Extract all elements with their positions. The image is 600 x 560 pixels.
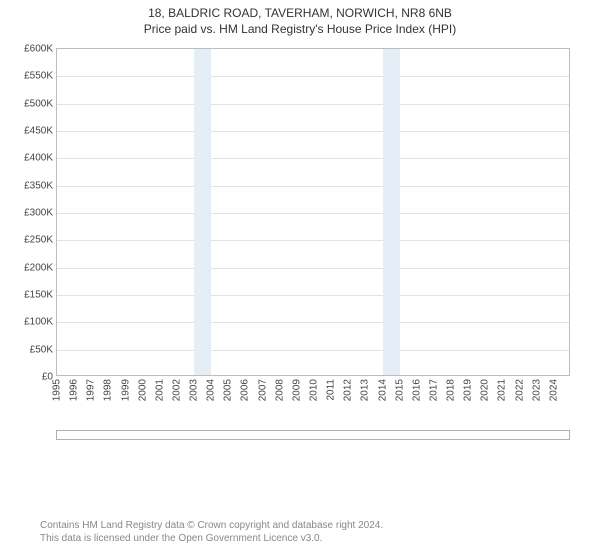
- gridline: [57, 76, 569, 77]
- x-tick-label: 2024: [548, 379, 559, 401]
- x-tick-label: 2003: [189, 379, 200, 401]
- gridline: [57, 350, 569, 351]
- footer-line-1: Contains HM Land Registry data © Crown c…: [40, 520, 580, 533]
- x-tick-label: 2022: [514, 379, 525, 401]
- y-tick-label: £350K: [24, 180, 57, 191]
- x-tick-label: 2009: [291, 379, 302, 401]
- x-tick-label: 2015: [394, 379, 405, 401]
- y-tick-label: £50K: [30, 344, 57, 355]
- gridline: [57, 240, 569, 241]
- x-tick-label: 2001: [154, 379, 165, 401]
- x-tick-label: 2005: [223, 379, 234, 401]
- y-tick-label: £550K: [24, 71, 57, 82]
- y-tick-label: £100K: [24, 317, 57, 328]
- highlight-band: [383, 49, 400, 375]
- x-tick-label: 1999: [120, 379, 131, 401]
- gridline: [57, 104, 569, 105]
- gridline: [57, 322, 569, 323]
- gridline: [57, 158, 569, 159]
- y-tick-label: £500K: [24, 98, 57, 109]
- x-tick-label: 2004: [206, 379, 217, 401]
- gridline: [57, 186, 569, 187]
- y-tick-label: £250K: [24, 235, 57, 246]
- x-tick-label: 2021: [497, 379, 508, 401]
- y-tick-label: £450K: [24, 126, 57, 137]
- y-tick-label: £400K: [24, 153, 57, 164]
- x-tick-label: 2019: [463, 379, 474, 401]
- x-tick-label: 2012: [343, 379, 354, 401]
- chart-container: 18, BALDRIC ROAD, TAVERHAM, NORWICH, NR8…: [0, 0, 600, 560]
- y-tick-label: £600K: [24, 44, 57, 55]
- y-tick-label: £300K: [24, 208, 57, 219]
- y-tick-label: £200K: [24, 262, 57, 273]
- gridline: [57, 268, 569, 269]
- title-line-1: 18, BALDRIC ROAD, TAVERHAM, NORWICH, NR8…: [0, 6, 600, 22]
- x-tick-label: 2011: [326, 379, 337, 401]
- x-tick-label: 2008: [274, 379, 285, 401]
- gridline: [57, 295, 569, 296]
- x-tick-label: 2000: [137, 379, 148, 401]
- x-tick-label: 2016: [411, 379, 422, 401]
- x-tick-label: 2006: [240, 379, 251, 401]
- y-tick-label: £150K: [24, 290, 57, 301]
- highlight-band: [194, 49, 211, 375]
- x-tick-label: 2013: [360, 379, 371, 401]
- x-tick-label: 2023: [531, 379, 542, 401]
- gridline: [57, 213, 569, 214]
- x-tick-label: 1996: [69, 379, 80, 401]
- footer: Contains HM Land Registry data © Crown c…: [40, 520, 580, 545]
- x-tick-label: 2014: [377, 379, 388, 401]
- plot-area: £0£50K£100K£150K£200K£250K£300K£350K£400…: [56, 48, 570, 376]
- x-tick-label: 1997: [86, 379, 97, 401]
- x-tick-label: 2020: [480, 379, 491, 401]
- x-tick-label: 2007: [257, 379, 268, 401]
- gridline: [57, 131, 569, 132]
- x-tick-label: 2018: [446, 379, 457, 401]
- legend: [56, 430, 570, 440]
- x-tick-label: 2002: [171, 379, 182, 401]
- titles: 18, BALDRIC ROAD, TAVERHAM, NORWICH, NR8…: [0, 0, 600, 37]
- x-tick-label: 1998: [103, 379, 114, 401]
- x-tick-label: 2017: [428, 379, 439, 401]
- x-tick-label: 2010: [309, 379, 320, 401]
- title-line-2: Price paid vs. HM Land Registry's House …: [0, 22, 600, 38]
- x-tick-label: 1995: [52, 379, 63, 401]
- footer-line-2: This data is licensed under the Open Gov…: [40, 533, 580, 546]
- chart-area: £0£50K£100K£150K£200K£250K£300K£350K£400…: [0, 40, 600, 420]
